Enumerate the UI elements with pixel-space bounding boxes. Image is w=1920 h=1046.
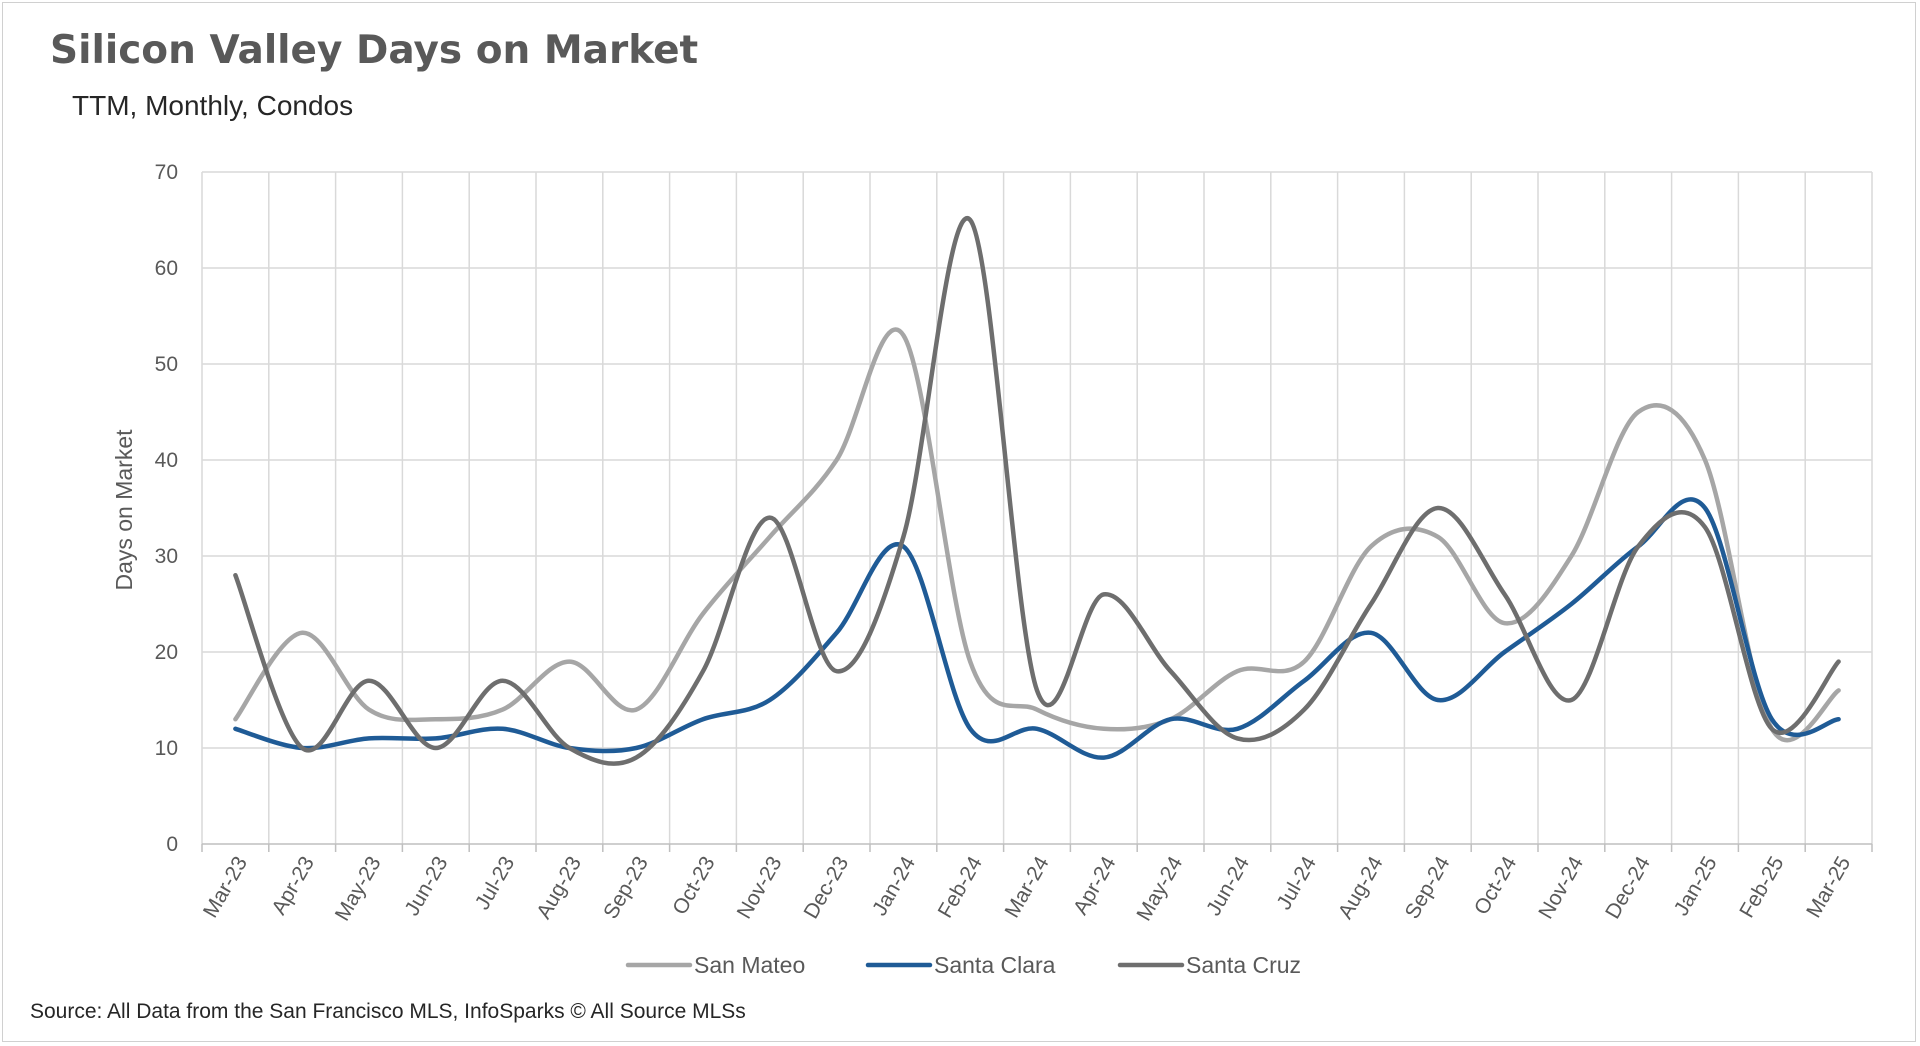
x-tick-label: Jun-23 [400,853,452,920]
series-line-santa-cruz [233,216,1841,766]
chart-subtitle: TTM, Monthly, Condos [72,90,354,121]
source-note: Source: All Data from the San Francisco … [30,1000,746,1023]
x-tick-label: Sep-24 [1401,852,1455,922]
legend-item-san-mateo: San Mateo [625,952,805,978]
x-tick-label: Apr-23 [267,853,318,919]
x-tick-label: Sep-23 [599,853,653,923]
legend-item-santa-cruz: Santa Cruz [1117,952,1301,978]
x-tick-label: Mar-25 [1802,853,1855,922]
y-tick-label: 50 [155,353,178,376]
x-tick-label: Jan-24 [868,852,920,919]
y-axis-title: Days on Market [111,429,137,591]
series-line-santa-clara [233,497,1841,760]
y-tick-label: 60 [155,257,178,280]
legend-item-santa-clara: Santa Clara [865,952,1056,978]
x-tick-label: May-24 [1132,852,1187,924]
x-tick-label: Dec-23 [800,853,854,923]
x-tick-label: Jul-24 [1272,852,1321,913]
y-tick-label: 10 [155,737,178,760]
x-tick-label: Jun-24 [1202,852,1254,919]
y-tick-label: 30 [155,545,178,568]
x-tick-label: Dec-24 [1601,852,1655,922]
legend-label: Santa Clara [934,952,1056,978]
y-tick-label: 40 [155,449,178,472]
x-axis [201,843,1873,852]
x-tick-label: Jul-23 [471,853,520,914]
series-lines [233,216,1841,766]
x-tick-label: Aug-23 [532,853,586,923]
x-tick-label: Apr-24 [1069,852,1121,918]
x-tick-label: Mar-24 [1001,852,1054,921]
x-tick-label: Oct-24 [1470,852,1522,918]
x-tick-label: Jan-25 [1670,853,1722,920]
x-tick-label: Oct-23 [668,853,719,919]
y-tick-label: 20 [155,641,178,664]
x-tick-label: May-23 [331,853,386,925]
x-tick-label: Nov-24 [1534,852,1588,922]
y-tick-label: 0 [166,833,178,856]
legend: San Mateo Santa Clara Santa Cruz [625,952,1301,978]
x-tick-label: Mar-23 [199,853,252,922]
chart-title: Silicon Valley Days on Market [50,28,699,73]
x-tick-label: Feb-25 [1735,853,1788,922]
series-line-san-mateo [233,327,1841,743]
y-axis-ticks: 0 10 20 30 40 50 60 70 [155,161,178,856]
y-tick-label: 70 [155,161,178,184]
x-tick-label: Nov-23 [733,853,787,923]
legend-label: Santa Cruz [1186,952,1301,978]
x-tick-label: Feb-24 [934,852,987,921]
gridlines [201,171,1873,844]
x-tick-label: Aug-24 [1334,852,1388,922]
x-axis-ticks: Mar-23 Apr-23 May-23 Jun-23 Jul-23 Aug-23 Sep-… [199,852,1855,924]
legend-label: San Mateo [694,952,805,978]
